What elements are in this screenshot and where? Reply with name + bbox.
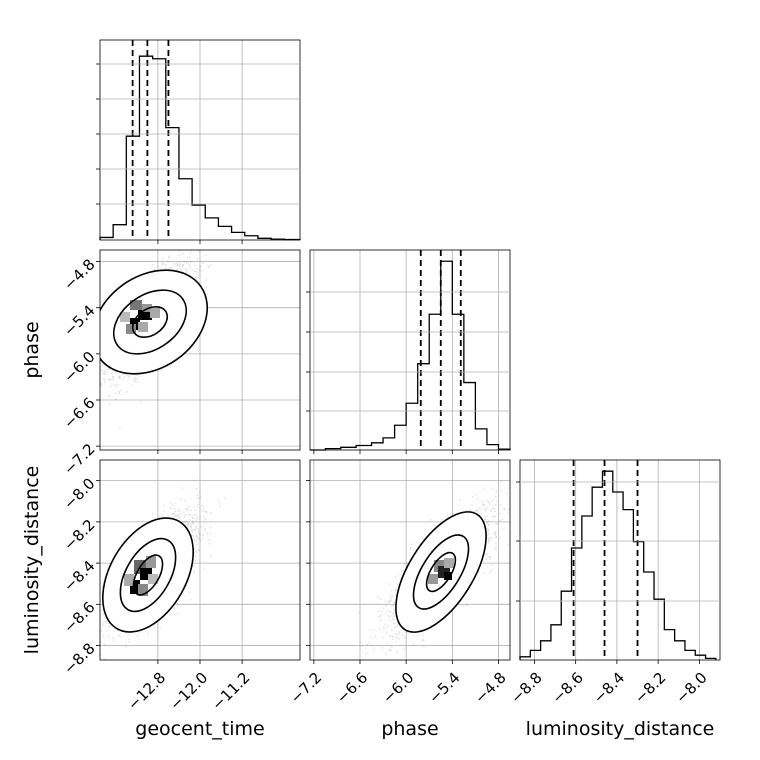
- density-fill: [100, 270, 208, 374]
- panel-frame-r0-c0: [96, 39, 301, 244]
- x-tick-label: −5.4: [425, 669, 463, 707]
- x-tick-label: −4.8: [471, 669, 509, 707]
- contour-middle: [119, 537, 177, 613]
- x-tick-label: −8.4: [590, 669, 628, 707]
- x-axis-label: luminosity_distance: [526, 718, 715, 740]
- density-cell: [130, 580, 140, 594]
- density-cell: [146, 556, 156, 568]
- histogram-step: [99, 55, 301, 241]
- panel-frame-r2-c2: [516, 459, 721, 664]
- density-cell: [120, 312, 130, 322]
- x-tick-label: −11.2: [208, 669, 253, 714]
- y-tick-label: −8.4: [60, 557, 98, 595]
- y-tick-label: −8.0: [60, 474, 98, 512]
- panel-r2-c2: [534, 460, 700, 660]
- density-cell: [138, 322, 148, 332]
- y-tick-label: −5.4: [60, 302, 98, 340]
- density-cell: [444, 558, 454, 568]
- scatter-r2-c0: [100, 479, 226, 660]
- x-tick-label: −8.6: [548, 669, 586, 707]
- density-cell: [130, 300, 142, 310]
- density-cell: [126, 324, 136, 334]
- histogram-step: [310, 260, 511, 451]
- density-cell: [444, 572, 452, 580]
- contour-inner: [131, 305, 169, 339]
- y-tick-label: −6.0: [60, 348, 98, 386]
- panel-border: [309, 459, 511, 661]
- x-axis-label: geocent_time: [135, 718, 264, 740]
- panel-r0-c0: [157, 40, 243, 240]
- x-tick-label: −8.2: [631, 669, 669, 707]
- y-axis-label: phase: [21, 321, 43, 378]
- density-layer: [100, 250, 216, 429]
- density-layer: [358, 480, 510, 655]
- panel-frame-r1-c1: [306, 249, 511, 454]
- contour-outer: [395, 511, 487, 633]
- y-tick-label: −7.2: [60, 440, 98, 478]
- density-layer: [100, 479, 226, 660]
- contour-inner: [132, 554, 164, 596]
- histogram-step: [519, 470, 717, 660]
- x-tick-label: −12.8: [124, 669, 169, 714]
- density-cell: [138, 310, 152, 320]
- contour-middle: [412, 534, 470, 610]
- x-tick-label: −8.8: [507, 669, 545, 707]
- density-cell: [428, 574, 438, 584]
- panel-border: [309, 249, 511, 451]
- histogram-1: [310, 250, 511, 451]
- x-tick-label: −8.0: [672, 669, 710, 707]
- density-cell: [124, 574, 134, 586]
- panel-frame-r2-c0: [96, 459, 301, 664]
- scatter-r2-c1: [358, 480, 510, 655]
- x-axis-label: phase: [381, 718, 438, 740]
- y-axis-label: luminosity_distance: [21, 466, 43, 655]
- histogram-0: [99, 40, 301, 241]
- density-cell: [150, 308, 160, 318]
- x-tick-label: −6.0: [379, 669, 417, 707]
- y-tick-label: −8.8: [60, 639, 98, 677]
- panel-border: [519, 459, 721, 661]
- contour-middle: [112, 289, 188, 355]
- density-cell: [138, 584, 148, 596]
- contour-inner: [425, 551, 457, 593]
- histogram-2: [519, 460, 717, 660]
- x-tick-label: −12.0: [166, 669, 211, 714]
- x-tick-label: −6.6: [333, 669, 371, 707]
- contour-outer: [100, 269, 209, 375]
- density-cell: [148, 574, 158, 584]
- panel-frame-r1-c0: [96, 249, 301, 454]
- panel-frame-r2-c1: [306, 459, 511, 664]
- scatter-r1-c0: [100, 250, 216, 429]
- y-tick-label: −8.2: [60, 516, 98, 554]
- contour-outer: [101, 517, 195, 633]
- x-tick-label: −7.2: [287, 669, 325, 707]
- y-tick-label: −6.6: [60, 394, 98, 432]
- y-tick-label: −4.8: [60, 255, 98, 293]
- y-tick-label: −8.6: [60, 598, 98, 636]
